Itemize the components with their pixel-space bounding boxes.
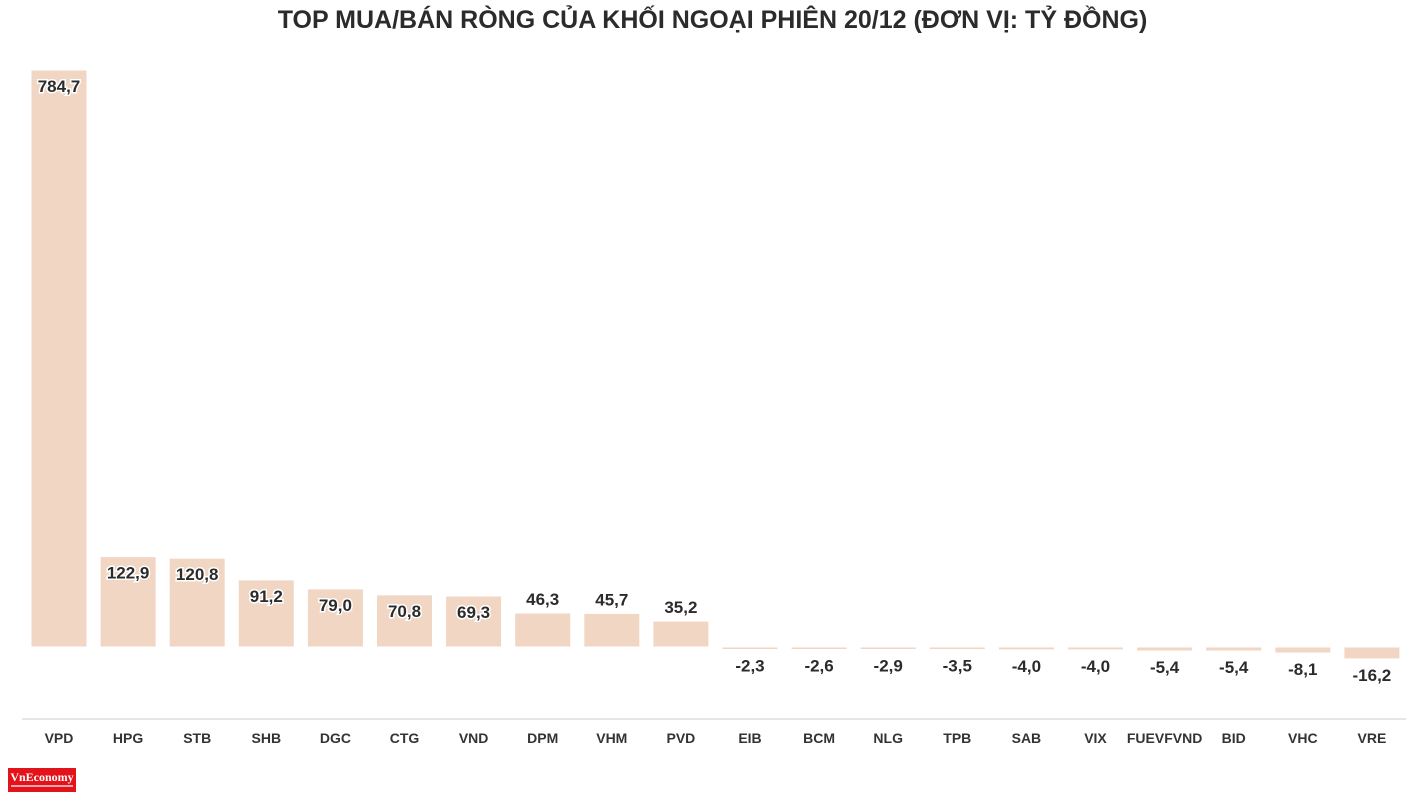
tick-label-vnd: VND xyxy=(459,730,489,746)
value-label-vre: -16,2 xyxy=(1353,666,1392,685)
bar-stb xyxy=(168,557,226,648)
value-label-vnd: 69,3 xyxy=(457,603,490,622)
tick-label-vhc: VHC xyxy=(1288,730,1318,746)
bar-hpg xyxy=(99,556,157,648)
bar-bcm xyxy=(790,646,848,650)
value-label-vhm: 45,7 xyxy=(595,590,628,609)
tick-label-fuevfvnd: FUEVFVND xyxy=(1127,730,1202,746)
tick-label-vre: VRE xyxy=(1358,730,1387,746)
bar-dgc xyxy=(306,588,364,648)
chart-title: TOP MUA/BÁN RÒNG CỦA KHỐI NGOẠI PHIÊN 20… xyxy=(277,6,1148,34)
value-label-ctg: 70,8 xyxy=(388,602,421,621)
bar-tpb xyxy=(928,646,986,651)
tick-label-vix: VIX xyxy=(1084,730,1107,746)
tick-label-stb: STB xyxy=(183,730,211,746)
tick-label-dpm: DPM xyxy=(527,730,558,746)
tick-label-sab: SAB xyxy=(1012,730,1042,746)
bar-bid xyxy=(1205,646,1263,652)
tick-label-pvd: PVD xyxy=(667,730,696,746)
tick-label-dgc: DGC xyxy=(320,730,351,746)
value-label-eib: -2,3 xyxy=(735,657,764,676)
value-label-shb: 91,2 xyxy=(250,587,283,606)
bar-sab xyxy=(997,646,1055,651)
bar-vpd xyxy=(30,69,88,648)
logo-text: VnEconomy xyxy=(10,770,74,784)
value-label-vpd: 784,7 xyxy=(38,77,81,96)
bar-nlg xyxy=(859,646,917,650)
tick-label-eib: EIB xyxy=(738,730,761,746)
value-label-dpm: 46,3 xyxy=(526,590,559,609)
bar-ctg xyxy=(376,594,433,648)
tick-label-vpd: VPD xyxy=(45,730,74,746)
bar-fuevfvnd xyxy=(1136,646,1194,652)
tick-label-shb: SHB xyxy=(252,730,282,746)
vneconomy-logo: VnEconomy xyxy=(8,768,76,792)
bar-eib xyxy=(721,646,779,650)
bar-vnd xyxy=(445,595,503,648)
value-label-bid: -5,4 xyxy=(1219,658,1249,677)
bar-vre xyxy=(1343,646,1401,660)
value-label-pvd: 35,2 xyxy=(664,598,697,617)
value-label-stb: 120,8 xyxy=(176,565,219,584)
bar-pvd xyxy=(652,620,710,648)
bar-dpm xyxy=(514,612,572,648)
value-label-fuevfvnd: -5,4 xyxy=(1150,658,1180,677)
bar-shb xyxy=(237,579,295,648)
tick-label-hpg: HPG xyxy=(113,730,143,746)
tick-label-vhm: VHM xyxy=(596,730,627,746)
tick-label-bid: BID xyxy=(1222,730,1246,746)
value-label-nlg: -2,9 xyxy=(874,657,903,676)
value-label-vix: -4,0 xyxy=(1081,657,1110,676)
value-label-vhc: -8,1 xyxy=(1288,660,1317,679)
bar-vix xyxy=(1067,646,1124,651)
logo-underline xyxy=(11,785,73,787)
tick-label-bcm: BCM xyxy=(803,730,835,746)
bar-vhm xyxy=(583,612,641,648)
tick-label-nlg: NLG xyxy=(873,730,903,746)
value-label-sab: -4,0 xyxy=(1012,657,1041,676)
value-label-hpg: 122,9 xyxy=(107,564,150,583)
tick-label-tpb: TPB xyxy=(943,730,971,746)
bar-vhc xyxy=(1274,646,1332,654)
value-label-bcm: -2,6 xyxy=(804,657,833,676)
tick-label-ctg: CTG xyxy=(390,730,420,746)
value-label-tpb: -3,5 xyxy=(943,657,972,676)
value-label-dgc: 79,0 xyxy=(319,596,352,615)
